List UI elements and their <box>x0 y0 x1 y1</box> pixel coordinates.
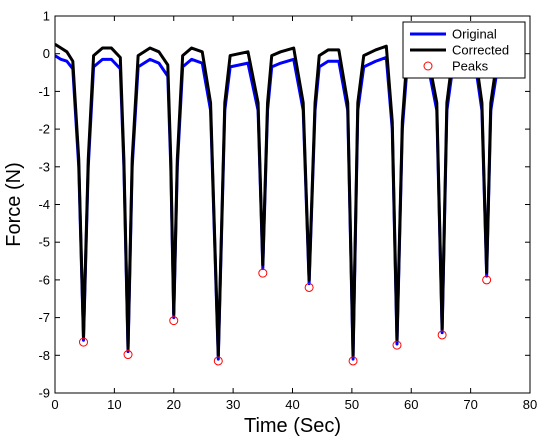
y-tick-label: -8 <box>38 348 50 363</box>
peak-marker <box>304 282 314 292</box>
y-tick-label: -2 <box>38 122 50 137</box>
y-tick-label: -4 <box>38 197 50 212</box>
peak-marker <box>79 337 88 347</box>
peak-marker <box>437 330 447 340</box>
x-tick-label: 60 <box>404 397 418 412</box>
series-peaks-markers <box>79 268 492 366</box>
y-tick-label: -6 <box>38 272 50 287</box>
y-axis-label: Force (N) <box>3 162 25 246</box>
y-tick-label: -3 <box>38 159 50 174</box>
x-tick-label: 10 <box>107 397 121 412</box>
y-tick-label: 0 <box>43 46 50 61</box>
legend-label-peaks: Peaks <box>452 59 489 74</box>
peak-marker <box>169 316 179 326</box>
peak-marker <box>123 350 133 360</box>
x-tick-label: 80 <box>523 397 537 412</box>
y-tick-label: -1 <box>38 84 50 99</box>
legend-swatch-peaks <box>423 61 433 71</box>
y-tick-label: -9 <box>38 386 50 401</box>
peak-marker <box>348 356 358 366</box>
x-tick-label: 70 <box>463 397 477 412</box>
peak-marker <box>482 275 492 285</box>
peak-marker <box>213 356 223 366</box>
y-tick-label: -7 <box>38 310 50 325</box>
series-corrected-line <box>55 43 525 357</box>
x-tick-label: 0 <box>51 397 58 412</box>
y-tick-label: 1 <box>43 9 50 24</box>
peak-marker <box>258 268 268 278</box>
x-tick-label: 40 <box>285 397 299 412</box>
x-tick-label: 20 <box>167 397 181 412</box>
x-axis-label: Time (Sec) <box>244 415 341 437</box>
peak-marker <box>392 340 402 350</box>
legend-label-corrected: Corrected <box>452 43 509 58</box>
y-tick-label: -5 <box>38 235 50 250</box>
x-tick-label: 50 <box>345 397 359 412</box>
x-tick-label: 30 <box>226 397 240 412</box>
legend-label-original: Original <box>452 27 497 42</box>
